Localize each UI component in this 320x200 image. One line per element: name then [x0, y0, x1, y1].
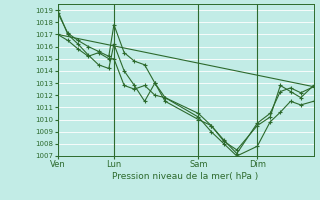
X-axis label: Pression niveau de la mer( hPa ): Pression niveau de la mer( hPa ) [112, 172, 259, 181]
